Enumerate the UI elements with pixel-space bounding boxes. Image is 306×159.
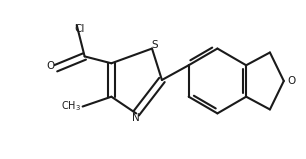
Text: S: S xyxy=(152,40,158,50)
Text: Cl: Cl xyxy=(74,24,85,34)
Text: O: O xyxy=(47,61,55,71)
Text: CH$_3$: CH$_3$ xyxy=(61,100,81,113)
Text: O: O xyxy=(288,76,296,86)
Text: N: N xyxy=(132,113,140,123)
